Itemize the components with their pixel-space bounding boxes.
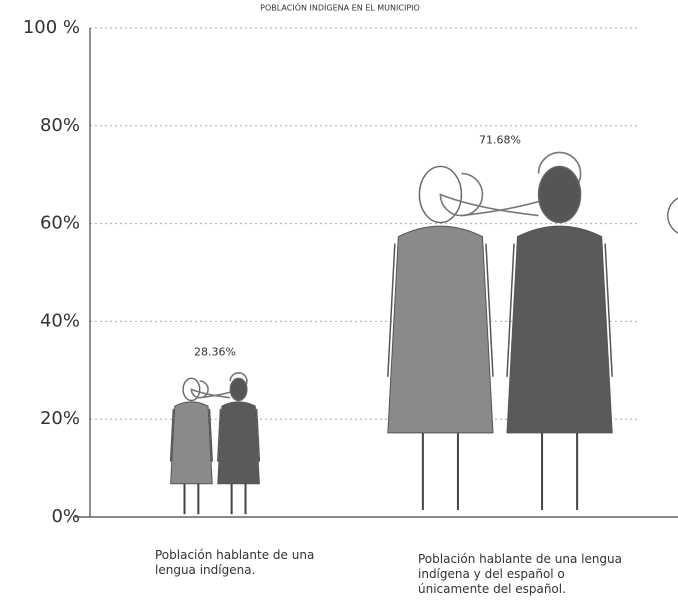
- chart-title: POBLACIÓN INDÍGENA EN EL MUNICIPIO: [260, 2, 420, 13]
- arm: [218, 409, 221, 462]
- category-label: Población hablante de una lengua indígen…: [155, 548, 315, 577]
- y-tick-label: 0%: [51, 506, 80, 527]
- body: [218, 402, 260, 484]
- value-label: 71.68%: [479, 133, 521, 146]
- value-label: 28.36%: [194, 345, 236, 358]
- pictogram: [388, 152, 612, 510]
- arm: [507, 244, 514, 377]
- y-tick-label: 40%: [40, 310, 80, 331]
- arm: [171, 409, 174, 462]
- body: [388, 226, 493, 433]
- category-label: Población hablante de una lengua indígen…: [418, 552, 623, 596]
- arm: [209, 409, 212, 462]
- head: [539, 166, 581, 222]
- arm: [388, 244, 395, 377]
- arm: [605, 244, 612, 377]
- y-tick-label: 20%: [40, 408, 80, 429]
- y-tick-label: 100 %: [23, 17, 80, 38]
- curl: [440, 173, 538, 215]
- body: [171, 402, 213, 484]
- y-tick-label: 60%: [40, 213, 80, 234]
- y-tick-label: 80%: [40, 115, 80, 136]
- curl: [191, 381, 230, 398]
- pictogram: [171, 373, 260, 514]
- body: [507, 226, 612, 433]
- arm: [486, 244, 493, 377]
- speech-bubble: [667, 197, 678, 234]
- arm: [257, 409, 260, 462]
- head: [230, 378, 247, 400]
